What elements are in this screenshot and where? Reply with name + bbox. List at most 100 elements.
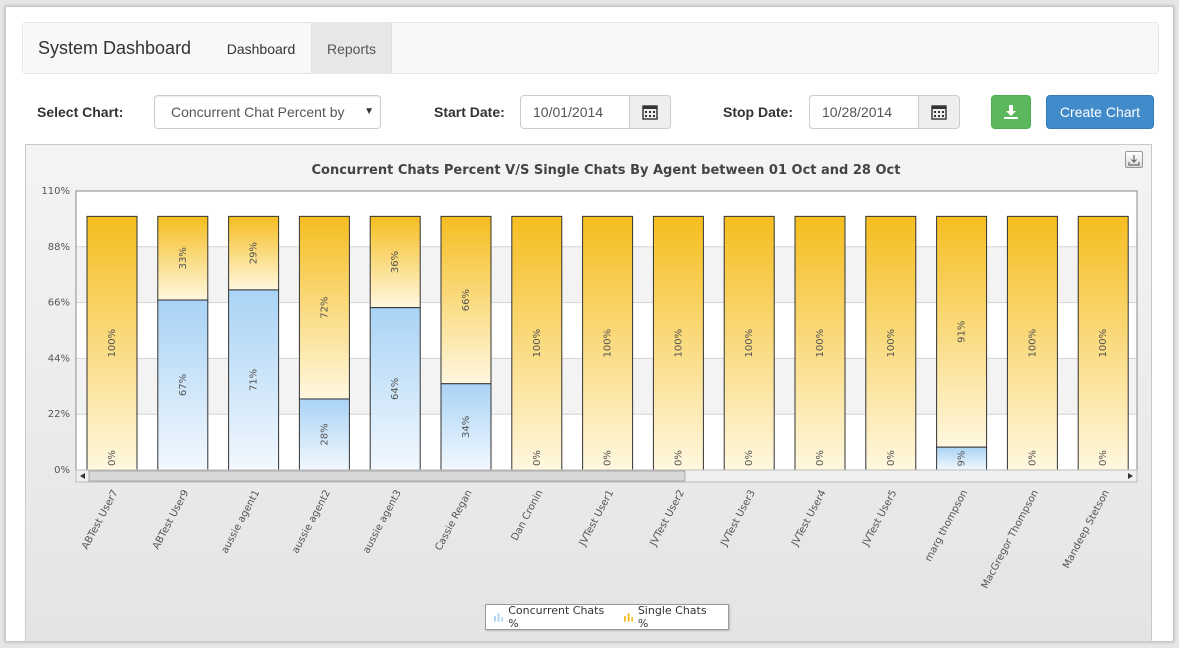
app-window: System Dashboard Dashboard Reports Selec…: [5, 6, 1174, 642]
data-label-concurrent: 0%: [744, 450, 755, 466]
x-tick-label: marg thompson: [923, 488, 970, 563]
chart-title: Concurrent Chats Percent V/S Single Chat…: [312, 163, 901, 178]
export-icon: [1128, 154, 1140, 166]
data-label-single: 36%: [390, 251, 401, 273]
legend-item-concurrent[interactable]: Concurrent Chats %: [494, 604, 610, 630]
select-chart-label: Select Chart:: [37, 104, 124, 120]
data-label-concurrent: 64%: [390, 378, 401, 400]
bar-single: [511, 215, 563, 471]
data-label-single: 29%: [249, 242, 260, 264]
chart-select[interactable]: Concurrent Chat Percent by ▼: [154, 95, 381, 129]
data-label-concurrent: 0%: [1027, 450, 1038, 466]
stop-date-calendar-button[interactable]: [919, 95, 960, 129]
download-icon: [1004, 105, 1018, 119]
chart-legend: Concurrent Chats % Single Chats %: [485, 604, 729, 630]
x-tick-label: aussie agent1: [220, 488, 263, 555]
data-label-single: 33%: [178, 247, 189, 269]
export-button[interactable]: [1125, 151, 1143, 168]
data-label-concurrent: 0%: [673, 450, 684, 466]
y-tick-label: 22%: [48, 409, 70, 420]
legend-label-single: Single Chats %: [637, 604, 707, 630]
x-tick-label: Cassie Regan: [433, 488, 474, 552]
data-label-single: 100%: [744, 329, 755, 358]
x-tick-label: JVTest User1: [577, 488, 616, 549]
bar-single: [652, 215, 704, 471]
y-tick-label: 44%: [48, 353, 70, 364]
bar-concurrent: [298, 398, 350, 471]
data-label-concurrent: 0%: [107, 450, 118, 466]
start-date-label: Start Date:: [434, 104, 505, 120]
bar-single: [1077, 215, 1129, 471]
x-tick-label: aussie agent2: [290, 488, 333, 555]
y-tick-label: 66%: [48, 298, 70, 309]
bar-single: [298, 215, 350, 400]
x-tick-label: JVTest User4: [789, 488, 828, 549]
x-tick-label: ABTest User9: [151, 488, 192, 551]
data-label-single: 100%: [107, 329, 118, 358]
x-tick-label: JVTest User2: [648, 488, 687, 549]
tab-dashboard[interactable]: Dashboard: [226, 41, 296, 57]
calendar-icon: [931, 105, 947, 120]
stop-date-input[interactable]: 10/28/2014: [809, 95, 919, 129]
start-date-input[interactable]: 10/01/2014: [520, 95, 630, 129]
x-tick-label: JVTest User3: [719, 488, 758, 549]
data-label-concurrent: 0%: [886, 450, 897, 466]
bar-chart-icon: [494, 613, 504, 622]
data-label-single: 100%: [815, 329, 826, 358]
y-tick-label: 88%: [48, 242, 70, 253]
bar-single: [582, 215, 634, 471]
bar-chart: Concurrent Chats Percent V/S Single Chat…: [41, 163, 1138, 591]
bar-concurrent: [157, 299, 209, 471]
chart-panel: Concurrent Chats Percent V/S Single Chat…: [25, 144, 1152, 641]
bar-chart-icon: [623, 613, 633, 622]
tab-reports[interactable]: Reports: [311, 23, 392, 73]
bar-single: [228, 215, 280, 291]
chart-select-value: Concurrent Chat Percent by: [171, 104, 345, 120]
data-label-single: 66%: [461, 289, 472, 311]
x-tick-label: JVTest User5: [860, 488, 899, 549]
data-label-single: 72%: [319, 297, 330, 319]
y-tick-label: 0%: [54, 465, 70, 476]
bar-single: [440, 215, 492, 385]
bar-single: [157, 215, 209, 301]
x-tick-label: Dan Cronin: [510, 488, 546, 542]
data-label-concurrent: 0%: [532, 450, 543, 466]
x-tick-label: aussie agent3: [361, 488, 404, 555]
x-tick-label: MacGregor Thompson: [980, 488, 1041, 590]
scroll-left-icon: [80, 473, 85, 479]
create-chart-button[interactable]: Create Chart: [1046, 95, 1154, 129]
data-label-concurrent: 28%: [319, 423, 330, 445]
bar-single: [369, 215, 421, 309]
start-date-calendar-button[interactable]: [630, 95, 671, 129]
bar-concurrent: [228, 289, 280, 471]
y-tick-label: 110%: [41, 186, 70, 197]
x-tick-label: ABTest User7: [80, 488, 121, 551]
data-label-single: 100%: [1098, 329, 1109, 358]
data-label-concurrent: 0%: [603, 450, 614, 466]
legend-item-single[interactable]: Single Chats %: [623, 604, 714, 630]
bar-concurrent: [369, 307, 421, 471]
stop-date-label: Stop Date:: [723, 104, 793, 120]
bar-single: [1006, 215, 1058, 471]
data-label-single: 91%: [957, 321, 968, 343]
brand-title[interactable]: System Dashboard: [38, 38, 192, 58]
navbar: System Dashboard Dashboard Reports: [22, 22, 1159, 74]
data-label-concurrent: 0%: [815, 450, 826, 466]
scroll-right-icon: [1128, 473, 1133, 479]
bar-single: [794, 215, 846, 471]
data-label-concurrent: 67%: [178, 374, 189, 396]
calendar-icon: [642, 105, 658, 120]
data-label-single: 100%: [532, 329, 543, 358]
data-label-single: 100%: [1027, 329, 1038, 358]
legend-label-concurrent: Concurrent Chats %: [508, 604, 605, 630]
scrollbar-thumb: [88, 470, 686, 482]
bar-single: [723, 215, 775, 471]
bar-concurrent: [440, 383, 492, 471]
data-label-concurrent: 9%: [957, 451, 968, 467]
data-label-concurrent: 71%: [249, 369, 260, 391]
x-tick-label: Mandeep Stetson: [1061, 488, 1112, 570]
download-button[interactable]: [991, 95, 1031, 129]
bar-single: [865, 215, 917, 471]
bar-single: [936, 215, 988, 448]
data-label-single: 100%: [603, 329, 614, 358]
